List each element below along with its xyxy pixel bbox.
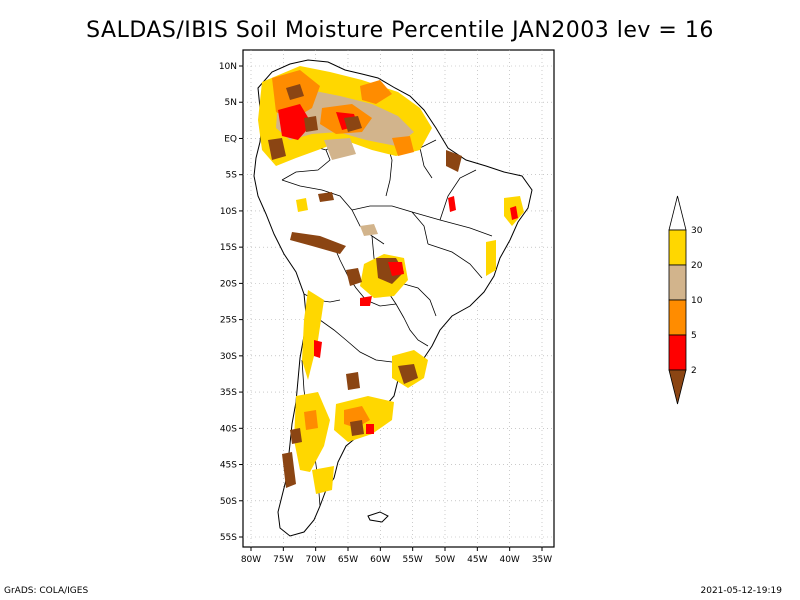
colorbar-legend: 30 20 10 5 2: [668, 195, 703, 405]
lon-tick-label: 55W: [402, 555, 422, 565]
colorbar-label: 2: [691, 366, 697, 376]
lon-tick-label: 45W: [467, 555, 487, 565]
colorbar-top-arrow: [668, 195, 687, 231]
lon-tick-label: 65W: [338, 555, 358, 565]
colorbar-label: 20: [691, 261, 703, 271]
lon-tick-label: 50W: [435, 555, 455, 565]
lat-tick-label: 5S: [226, 171, 238, 181]
plot-title: SALDAS/IBIS Soil Moisture Percentile JAN…: [86, 18, 714, 43]
lat-tick-label: 5N: [225, 98, 237, 108]
colorbar-label: 5: [691, 331, 697, 341]
lat-tick-label: 15S: [220, 243, 237, 253]
lon-tick-label: 35W: [532, 555, 552, 565]
lat-tick-label: 45S: [220, 461, 237, 471]
footer-right: 2021-05-12-19:19: [700, 586, 783, 596]
lon-tick-label: 75W: [273, 555, 293, 565]
lat-tick-label: 40S: [220, 424, 237, 434]
lon-tick-label: 70W: [305, 555, 325, 565]
axis-ticks: 10N 5N EQ 5S 10S 15S 20S 25S 30S 35S 40S 45S 50S 55S 8…: [219, 62, 552, 565]
lon-tick-label: 80W: [241, 555, 261, 565]
lon-tick-label: 40W: [499, 555, 519, 565]
lat-tick-label: 10N: [219, 62, 237, 72]
colorbar-label: 10: [691, 296, 703, 306]
soil-moisture-patches: [258, 66, 524, 494]
colorbar-label: 30: [691, 226, 703, 236]
colorbar-swatch: [668, 264, 687, 301]
lat-tick-label: 50S: [220, 497, 237, 507]
lat-tick-label: 20S: [220, 279, 237, 289]
falkland-islands: [367, 511, 389, 523]
colorbar-swatch: [668, 334, 687, 371]
lat-tick-label: 55S: [220, 533, 237, 543]
lat-tick-label: 10S: [220, 207, 237, 217]
colorbar-swatch: [668, 229, 687, 266]
colorbar-bottom-arrow: [668, 369, 687, 405]
lat-tick-label: 30S: [220, 352, 237, 362]
lat-tick-label: 25S: [220, 316, 237, 326]
lat-tick-label: EQ: [224, 134, 237, 144]
lat-tick-label: 35S: [220, 388, 237, 398]
lon-tick-label: 60W: [370, 555, 390, 565]
footer-left: GrADS: COLA/IGES: [4, 586, 89, 596]
colorbar-swatch: [668, 299, 687, 336]
